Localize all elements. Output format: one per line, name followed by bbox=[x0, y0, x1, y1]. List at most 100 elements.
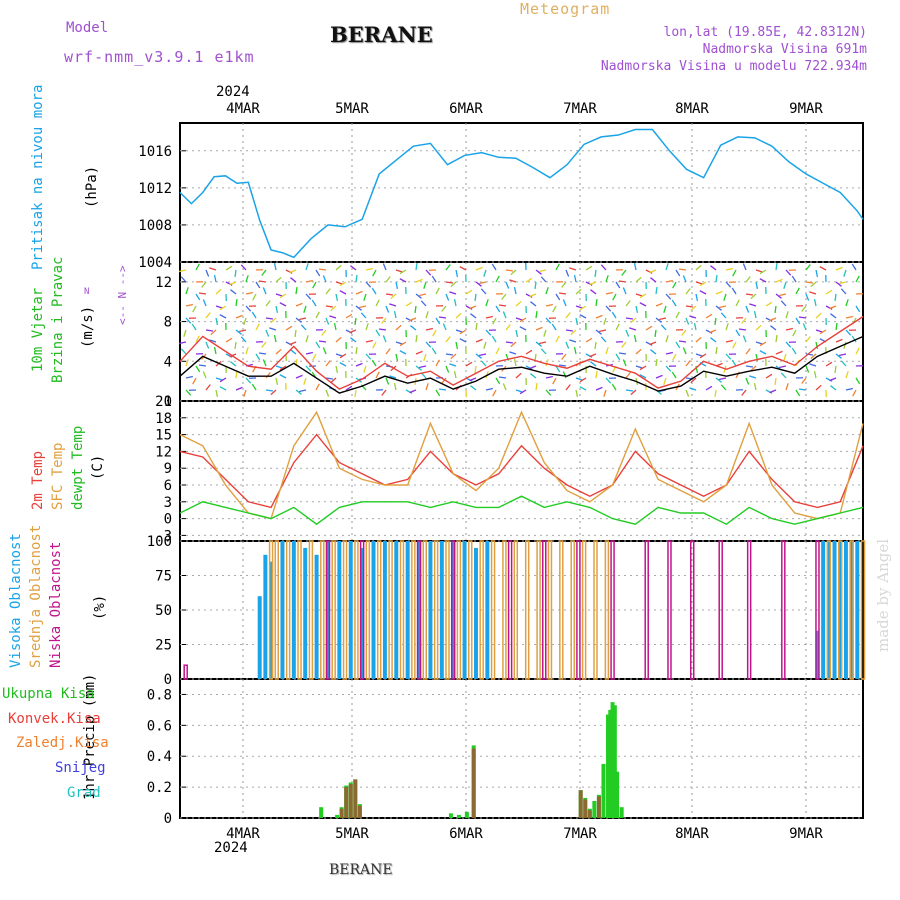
wind-arrow bbox=[639, 374, 647, 379]
wind-arrow bbox=[213, 347, 217, 355]
high-cloud-bar bbox=[291, 541, 296, 679]
wind-arrow bbox=[732, 341, 737, 349]
x-date-label-bottom: 9MAR bbox=[789, 826, 823, 842]
wind-arrow bbox=[459, 266, 467, 271]
wind-arrow bbox=[779, 293, 787, 297]
legend-total-rain: Ukupna Kisa bbox=[2, 686, 95, 702]
high-cloud-bar bbox=[417, 541, 422, 679]
wind-ylabel-2: Brzina i Pravac bbox=[50, 256, 66, 383]
wind-arrow bbox=[465, 305, 473, 310]
wind-arrow bbox=[565, 341, 570, 349]
total-precip-bar bbox=[619, 807, 624, 818]
wind-arrow bbox=[509, 279, 517, 283]
wind-arrow bbox=[570, 329, 577, 336]
watermark: made by Angel bbox=[874, 538, 892, 652]
wind-arrow bbox=[285, 341, 293, 346]
total-precip-bar bbox=[601, 763, 606, 818]
wind-arrow bbox=[561, 281, 567, 288]
wind-arrow bbox=[474, 293, 477, 302]
total-precip-bar bbox=[592, 801, 597, 818]
wind-arrow bbox=[385, 348, 391, 355]
wind-arrow bbox=[465, 361, 473, 367]
wind-arrow bbox=[695, 336, 702, 343]
wind-arrow bbox=[312, 353, 317, 361]
wind-arrow bbox=[555, 365, 561, 373]
wind-arrow bbox=[665, 279, 673, 283]
wind-arrow bbox=[215, 288, 222, 295]
low-cloud-bar bbox=[359, 540, 365, 680]
wind-arrow bbox=[774, 305, 777, 314]
wind-arrow bbox=[420, 300, 427, 307]
wind-ylabel-1: 10m Vjetar bbox=[30, 287, 46, 372]
wind-arrow bbox=[835, 338, 843, 343]
wind-arrow bbox=[569, 339, 577, 343]
high-cloud-bar bbox=[348, 541, 353, 679]
model-elevation-label: Nadmorska Visina u modelu 722.934m bbox=[600, 59, 867, 74]
wind-arrow bbox=[675, 311, 680, 319]
wind-arrow bbox=[815, 269, 819, 277]
x-date-label-bottom: 5MAR bbox=[335, 826, 369, 842]
y-tick-label: 0 bbox=[164, 811, 172, 827]
low-cloud-bar bbox=[746, 540, 752, 680]
wind-arrow bbox=[515, 317, 523, 321]
total-precip-bar bbox=[606, 714, 611, 818]
wind-arrow bbox=[209, 339, 217, 343]
wind-arrow bbox=[625, 300, 631, 307]
wind-arrow bbox=[198, 364, 207, 367]
wind-arrow bbox=[258, 280, 267, 283]
wind-arrow bbox=[535, 382, 538, 391]
wind-arrow bbox=[845, 315, 853, 319]
wind-arrow bbox=[633, 263, 637, 271]
wind-arrow bbox=[469, 305, 477, 310]
wind-arrow bbox=[665, 335, 669, 343]
wind-arrow bbox=[710, 265, 717, 271]
wind-arrow bbox=[690, 377, 697, 384]
wind-arrow bbox=[633, 335, 637, 343]
wind-arrow bbox=[530, 373, 537, 379]
wind-arrow bbox=[431, 275, 437, 283]
wind-arrow bbox=[459, 338, 467, 343]
wind-arrow bbox=[825, 289, 833, 295]
y-tick-label: 25 bbox=[155, 638, 172, 654]
x-date-label-top: 6MAR bbox=[449, 101, 483, 117]
wind-arrow bbox=[459, 329, 467, 335]
wind-arrow bbox=[515, 389, 523, 393]
wind-arrow bbox=[195, 365, 201, 373]
mid-cloud-bar bbox=[513, 540, 519, 680]
wind-arrow bbox=[690, 305, 697, 312]
wind-arrow bbox=[251, 311, 257, 319]
wind-arrow bbox=[245, 377, 252, 384]
wind-arrow bbox=[742, 335, 747, 343]
wind-arrow bbox=[693, 323, 697, 331]
wind-arrow bbox=[243, 389, 247, 397]
wind-arrow bbox=[365, 339, 373, 343]
cloud-ylabel-low: Niska Oblacnost bbox=[48, 541, 64, 668]
conv-precip-bar bbox=[339, 808, 344, 818]
low-cloud-bar bbox=[610, 540, 615, 680]
wind-arrow bbox=[755, 269, 763, 273]
wind-arrow bbox=[455, 341, 459, 349]
wind-arrow bbox=[513, 359, 517, 367]
wind-arrow bbox=[783, 281, 787, 289]
high-cloud-bar bbox=[269, 561, 274, 679]
wind-arrow bbox=[834, 293, 837, 302]
wind-arrow bbox=[645, 269, 653, 274]
mid-cloud-bar bbox=[502, 540, 507, 680]
wind-arrow bbox=[759, 278, 767, 283]
wind-arrow bbox=[611, 311, 617, 319]
y-tick-label: 0.8 bbox=[147, 687, 172, 703]
y-tick-label: 1008 bbox=[138, 218, 172, 234]
wind-arrow bbox=[305, 293, 312, 300]
wind-arrow bbox=[535, 341, 542, 347]
high-cloud-bar bbox=[826, 541, 831, 679]
wind-arrow bbox=[594, 341, 597, 350]
wind-arrow bbox=[682, 275, 687, 283]
wind-arrow bbox=[573, 347, 577, 355]
wind-arrow bbox=[735, 371, 740, 379]
high-cloud-bar bbox=[451, 541, 456, 679]
high-cloud-bar bbox=[485, 541, 490, 679]
high-cloud-bar bbox=[832, 541, 837, 679]
wind-arrow bbox=[502, 383, 507, 391]
wind-arrow bbox=[672, 353, 677, 361]
wind-arrow bbox=[255, 323, 260, 331]
